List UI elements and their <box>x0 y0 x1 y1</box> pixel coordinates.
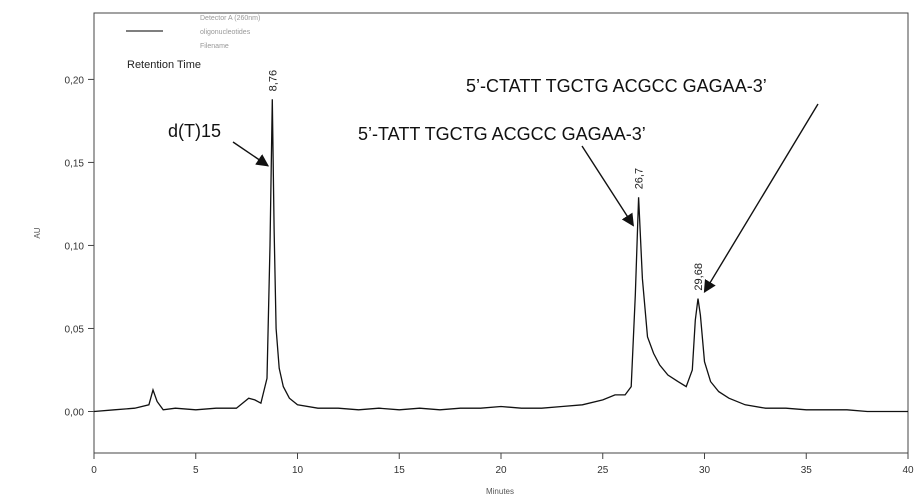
x-tick-label: 20 <box>495 465 507 476</box>
y-tick-label: 0,10 <box>65 241 85 252</box>
x-tick-label: 30 <box>699 465 711 476</box>
legend-entry-3: Filename <box>200 43 229 50</box>
y-axis-title: AU <box>33 227 42 238</box>
chromatogram-trace <box>93 99 908 413</box>
annotation-arrow <box>581 145 634 227</box>
x-axis-title: Minutes <box>486 487 514 496</box>
legend-title: Retention Time <box>127 59 201 71</box>
x-tick-label: 0 <box>91 465 97 476</box>
y-tick-label: 0,15 <box>65 158 85 169</box>
y-tick-label: 0,00 <box>65 407 85 418</box>
y-tick-label: 0,20 <box>65 75 85 86</box>
x-tick-label: 5 <box>193 465 199 476</box>
annotation-arrow <box>703 103 819 294</box>
y-tick-label: 0,05 <box>65 324 85 335</box>
annotation-label: 5’-CTATT TGCTG ACGCC GAGAA-3’ <box>466 76 767 96</box>
legend-entry-2: oligonucleotides <box>200 29 251 36</box>
x-tick-label: 35 <box>801 465 813 476</box>
legend-entry-1: Detector A (260nm) <box>200 15 260 22</box>
annotation-arrow <box>232 141 270 167</box>
x-tick-label: 15 <box>394 465 406 476</box>
x-tick-label: 40 <box>902 465 914 476</box>
x-tick-label: 10 <box>292 465 304 476</box>
peak-label: 26,7 <box>634 168 646 189</box>
annotation-label: 5’-TATT TGCTG ACGCC GAGAA-3’ <box>358 124 646 144</box>
legend: Detector A (260nm) oligonucleotides File… <box>126 15 260 71</box>
peak-label: 8,76 <box>267 70 279 91</box>
peak-label: 29,68 <box>693 263 705 291</box>
annotation-label: d(T)15 <box>168 121 221 141</box>
x-tick-label: 25 <box>597 465 609 476</box>
